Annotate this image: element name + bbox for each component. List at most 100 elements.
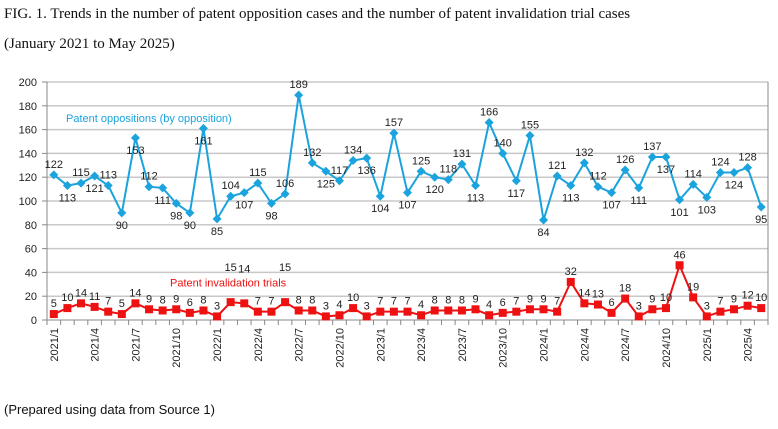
data-point [117,208,127,218]
data-point [348,156,358,166]
data-point [552,171,562,181]
data-label: 166 [480,106,498,118]
data-label: 118 [440,164,458,176]
data-label: 111 [154,195,171,207]
data-label: 15 [279,262,291,274]
data-label: 124 [725,179,743,191]
data-label: 6 [608,297,614,309]
data-point [715,167,725,177]
x-tick-label: 2024/4 [579,328,591,362]
data-label: 8 [459,294,465,306]
data-point [417,311,426,320]
x-tick-label: 2021/7 [130,328,142,362]
data-point [403,188,412,198]
data-point [76,178,86,188]
data-label: 122 [45,159,63,171]
data-label: 13 [592,289,604,301]
data-label: 114 [684,168,702,180]
data-label: 132 [575,147,593,159]
y-tick-label: 120 [19,172,37,184]
x-tick-label: 2022/4 [253,328,265,362]
data-label: 8 [309,294,315,306]
data-point [362,312,371,321]
data-label: 126 [616,154,634,166]
data-point [362,153,372,163]
data-label: 101 [670,207,688,219]
data-point [104,307,113,316]
data-label: 137 [657,164,675,176]
data-point [49,170,59,180]
data-point [226,191,236,201]
x-tick-label: 2021/10 [171,328,183,368]
data-label: 9 [540,293,546,305]
data-label: 14 [578,287,590,299]
data-label: 7 [717,296,723,308]
data-label: 111 [630,195,647,207]
data-label: 7 [391,296,397,308]
data-label: 9 [731,293,737,305]
data-point [471,305,480,314]
data-label: 113 [467,193,485,205]
data-point [743,163,753,173]
data-point [607,188,617,198]
data-label: 132 [303,147,321,159]
data-point [62,181,72,191]
data-label: 98 [170,210,182,222]
data-point [349,304,358,313]
data-point [675,195,685,205]
data-point [661,152,671,162]
data-label: 125 [317,178,335,190]
data-point [729,167,739,177]
data-label: 113 [562,193,580,205]
data-point [117,310,126,319]
data-label: 140 [494,137,512,149]
data-label: 7 [105,296,111,308]
data-label: 124 [711,156,729,168]
data-label: 3 [323,300,329,312]
data-label: 46 [673,249,685,261]
data-point [307,158,317,168]
data-label: 104 [371,203,389,215]
data-label: 10 [61,292,73,304]
data-point [266,198,276,208]
y-tick-label: 80 [25,220,37,232]
data-point [688,179,698,189]
data-point [647,152,657,162]
data-point [729,305,738,314]
data-point [131,299,140,308]
data-label: 121 [548,160,566,172]
data-point [539,305,548,314]
data-label: 9 [146,293,152,305]
data-point [198,123,208,133]
data-label: 19 [687,281,699,293]
data-label: 14 [129,287,141,299]
data-point [620,165,630,175]
data-point [743,301,752,310]
y-tick-label: 0 [31,315,37,327]
data-point [144,182,154,192]
data-point [375,191,385,201]
data-point [593,182,603,192]
x-tick-label: 2022/1 [212,328,224,362]
data-point [199,306,208,315]
data-point [566,277,575,286]
x-tick-label: 2023/7 [457,328,469,362]
y-tick-label: 20 [25,291,37,303]
data-label: 128 [738,152,756,164]
data-label: 95 [755,214,767,226]
data-point [253,307,262,316]
data-point [566,181,576,191]
data-point [49,310,58,319]
data-point [281,298,290,307]
data-label: 7 [255,296,261,308]
data-point [63,304,72,313]
data-point [158,183,168,193]
x-tick-label: 2023/1 [375,328,387,362]
data-label: 14 [238,263,250,275]
data-label: 7 [513,296,519,308]
data-label: 107 [602,200,620,212]
data-point [403,307,412,316]
data-point [457,306,466,315]
data-label: 153 [126,145,144,157]
y-tick-label: 40 [25,267,37,279]
